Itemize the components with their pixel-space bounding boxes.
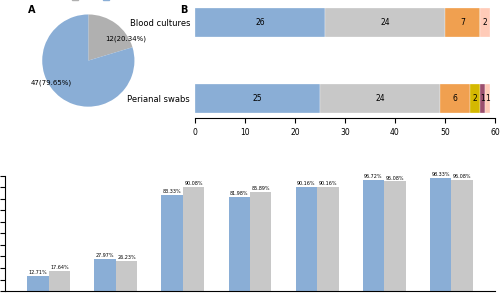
Text: 12(20.34%): 12(20.34%) (105, 35, 146, 42)
Bar (116, 261, 138, 291)
Text: 95.08%: 95.08% (386, 176, 404, 181)
Text: 90.16%: 90.16% (297, 181, 316, 186)
Text: 96.72%: 96.72% (364, 174, 382, 179)
Bar (384, 181, 406, 291)
Bar (162, 195, 183, 291)
Bar (296, 187, 317, 291)
Text: 90.08%: 90.08% (184, 181, 203, 186)
Text: A: A (28, 5, 36, 15)
Text: B: B (180, 5, 188, 15)
Text: 90.16%: 90.16% (318, 181, 337, 186)
Text: 6: 6 (452, 94, 458, 103)
Bar (470, 84, 480, 113)
Text: 2: 2 (482, 18, 488, 27)
Text: 25: 25 (252, 94, 262, 103)
Bar (362, 180, 384, 291)
Bar (195, 84, 320, 113)
Bar (480, 84, 485, 113)
Text: 2: 2 (472, 94, 478, 103)
Text: 12.71%: 12.71% (28, 270, 48, 275)
Text: 7: 7 (460, 18, 465, 27)
Bar (228, 197, 250, 291)
Bar (440, 84, 470, 113)
Wedge shape (88, 14, 132, 61)
Bar (317, 187, 338, 291)
Text: 26: 26 (255, 18, 265, 27)
Bar (485, 84, 490, 113)
Text: 24: 24 (380, 18, 390, 27)
Text: 26.23%: 26.23% (117, 255, 136, 260)
Bar (28, 276, 48, 291)
Text: 17.64%: 17.64% (50, 265, 69, 270)
Bar (183, 187, 204, 291)
Bar (430, 178, 452, 291)
Text: 98.33%: 98.33% (432, 172, 450, 177)
Text: 96.08%: 96.08% (452, 174, 471, 179)
Bar (325, 8, 445, 37)
Bar (250, 192, 272, 291)
Text: 85.89%: 85.89% (252, 186, 270, 191)
Text: 27.97%: 27.97% (96, 253, 114, 258)
Bar (480, 8, 490, 37)
Bar (445, 8, 480, 37)
Text: 83.33%: 83.33% (163, 189, 182, 194)
Bar (320, 84, 440, 113)
Text: 81.98%: 81.98% (230, 191, 248, 196)
Wedge shape (42, 14, 134, 107)
Text: 47(79.65%): 47(79.65%) (30, 79, 72, 86)
Bar (452, 180, 472, 291)
Bar (195, 8, 325, 37)
Text: 1: 1 (485, 94, 490, 103)
Legend: Death, Survival: Death, Survival (69, 0, 142, 4)
Bar (94, 259, 116, 291)
Text: 1: 1 (480, 94, 485, 103)
Text: 24: 24 (375, 94, 385, 103)
Bar (48, 271, 70, 291)
